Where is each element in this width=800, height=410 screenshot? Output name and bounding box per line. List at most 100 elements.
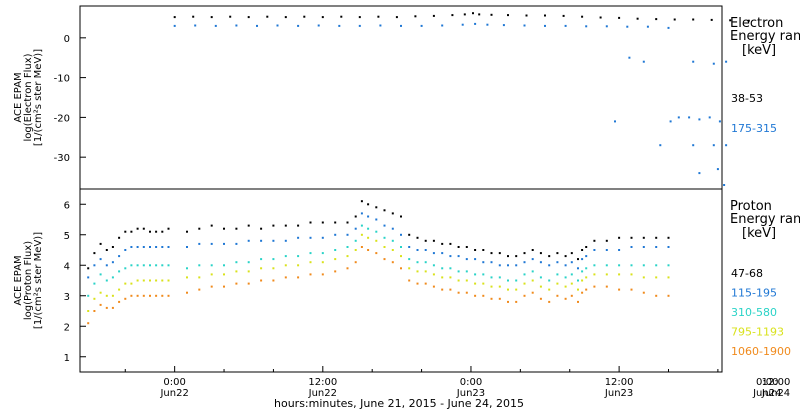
proton-point-2-28 — [354, 239, 357, 242]
electron-point-0-3 — [229, 15, 232, 18]
proton-point-4-44 — [482, 294, 485, 297]
proton-point-2-22 — [284, 255, 287, 258]
proton-point-1-51 — [539, 261, 542, 264]
proton-point-1-48 — [515, 264, 518, 267]
electron-ytick-label-1: -10 — [54, 74, 70, 85]
electron-point-0-17 — [472, 12, 474, 15]
proton-point-3-52 — [548, 288, 551, 291]
proton-point-0-6 — [124, 230, 127, 233]
proton-point-3-46 — [498, 285, 501, 288]
proton-point-0-65 — [667, 236, 670, 239]
proton-point-4-51 — [539, 297, 542, 300]
proton-point-2-25 — [321, 252, 324, 255]
proton-point-3-61 — [618, 273, 621, 276]
proton-point-3-31 — [375, 239, 378, 242]
proton-point-0-9 — [142, 227, 145, 230]
proton-point-3-36 — [416, 270, 419, 273]
proton-point-0-47 — [507, 255, 509, 258]
electron-point-1-12 — [420, 24, 423, 27]
proton-series-4 — [87, 246, 670, 325]
electron-point-1-27 — [642, 60, 645, 63]
electron-point-1-20 — [564, 24, 567, 27]
proton-point-1-27 — [346, 233, 349, 236]
electron-point-0-23 — [562, 14, 565, 17]
proton-point-0-16 — [210, 224, 213, 227]
proton-point-3-37 — [424, 270, 427, 273]
proton-point-3-0 — [87, 310, 90, 312]
proton-point-3-6 — [124, 282, 127, 285]
proton-point-4-42 — [465, 291, 468, 294]
electron-point-1-3 — [235, 24, 238, 27]
proton-point-1-45 — [490, 261, 493, 264]
proton-point-1-20 — [260, 239, 263, 242]
proton-point-4-1 — [93, 310, 96, 312]
proton-point-2-3 — [105, 279, 108, 282]
proton-point-1-1 — [93, 264, 96, 267]
electron-legend-title-0: Electron — [730, 16, 783, 31]
proton-point-0-60 — [605, 239, 608, 242]
proton-point-1-60 — [605, 249, 608, 251]
proton-point-3-49 — [523, 282, 526, 285]
proton-point-2-39 — [441, 267, 444, 270]
proton-point-3-45 — [490, 285, 493, 288]
proton-point-2-38 — [432, 264, 435, 267]
proton-point-3-13 — [167, 279, 170, 282]
proton-point-2-31 — [375, 230, 378, 233]
proton-point-1-46 — [498, 264, 501, 267]
proton-point-3-62 — [630, 273, 633, 276]
proton-point-1-4 — [111, 261, 114, 264]
electron-point-1-7 — [317, 24, 320, 27]
electron-point-1-22 — [605, 25, 608, 28]
electron-point-0-13 — [414, 15, 417, 18]
proton-legend-entry-1: 115-195 — [731, 287, 777, 300]
proton-point-2-60 — [605, 264, 608, 267]
proton-point-4-23 — [297, 276, 300, 279]
proton-point-1-13 — [167, 246, 170, 248]
electron-point-1-37 — [712, 144, 715, 147]
proton-point-3-16 — [210, 273, 213, 276]
proton-point-2-65 — [667, 264, 670, 267]
proton-point-4-34 — [400, 267, 402, 270]
electron-point-0-30 — [692, 18, 695, 21]
electron-y-axis-label-line-1: log(Electron Flux) — [23, 53, 34, 141]
proton-point-1-42 — [465, 258, 468, 261]
proton-point-0-21 — [272, 224, 275, 227]
x-tick-day-0: Jun22 — [159, 388, 188, 399]
proton-point-3-24 — [309, 261, 312, 264]
proton-legend-entry-4: 1060-1900 — [731, 345, 791, 358]
proton-point-4-50 — [531, 291, 534, 294]
proton-point-4-14 — [186, 291, 188, 294]
proton-point-0-31 — [375, 206, 378, 209]
proton-point-1-10 — [149, 246, 151, 248]
electron-point-1-34 — [708, 116, 711, 119]
proton-point-4-39 — [441, 288, 444, 291]
electron-point-1-28 — [614, 120, 616, 123]
electron-point-0-18 — [478, 13, 481, 16]
proton-point-4-0 — [87, 322, 90, 325]
proton-point-0-26 — [334, 221, 337, 224]
electron-point-1-24 — [646, 25, 649, 28]
proton-point-0-28 — [354, 215, 357, 218]
proton-point-4-60 — [605, 285, 608, 288]
proton-point-0-46 — [498, 252, 501, 255]
proton-point-0-43 — [474, 249, 477, 251]
electron-point-0-28 — [655, 18, 658, 21]
proton-point-0-50 — [531, 249, 534, 251]
electron-point-1-40 — [716, 168, 719, 171]
x-tick-time-0: 0:00 — [163, 377, 185, 388]
electron-point-1-21 — [585, 25, 588, 28]
proton-point-0-17 — [223, 227, 225, 230]
proton-point-3-21 — [272, 267, 275, 270]
proton-point-2-40 — [449, 267, 452, 270]
proton-point-3-55 — [570, 282, 573, 285]
proton-y-axis-label-line-2: [1/(cm²s ster MeV)] — [33, 232, 44, 329]
x-tick-day-2: Jun23 — [456, 388, 485, 399]
proton-point-0-37 — [424, 239, 427, 242]
proton-point-2-54 — [564, 276, 567, 279]
proton-point-0-56 — [577, 258, 579, 261]
proton-point-4-62 — [630, 288, 633, 291]
electron-point-1-30 — [669, 120, 672, 123]
proton-point-3-38 — [432, 273, 435, 276]
proton-point-2-13 — [167, 264, 170, 267]
proton-point-2-59 — [593, 264, 596, 267]
